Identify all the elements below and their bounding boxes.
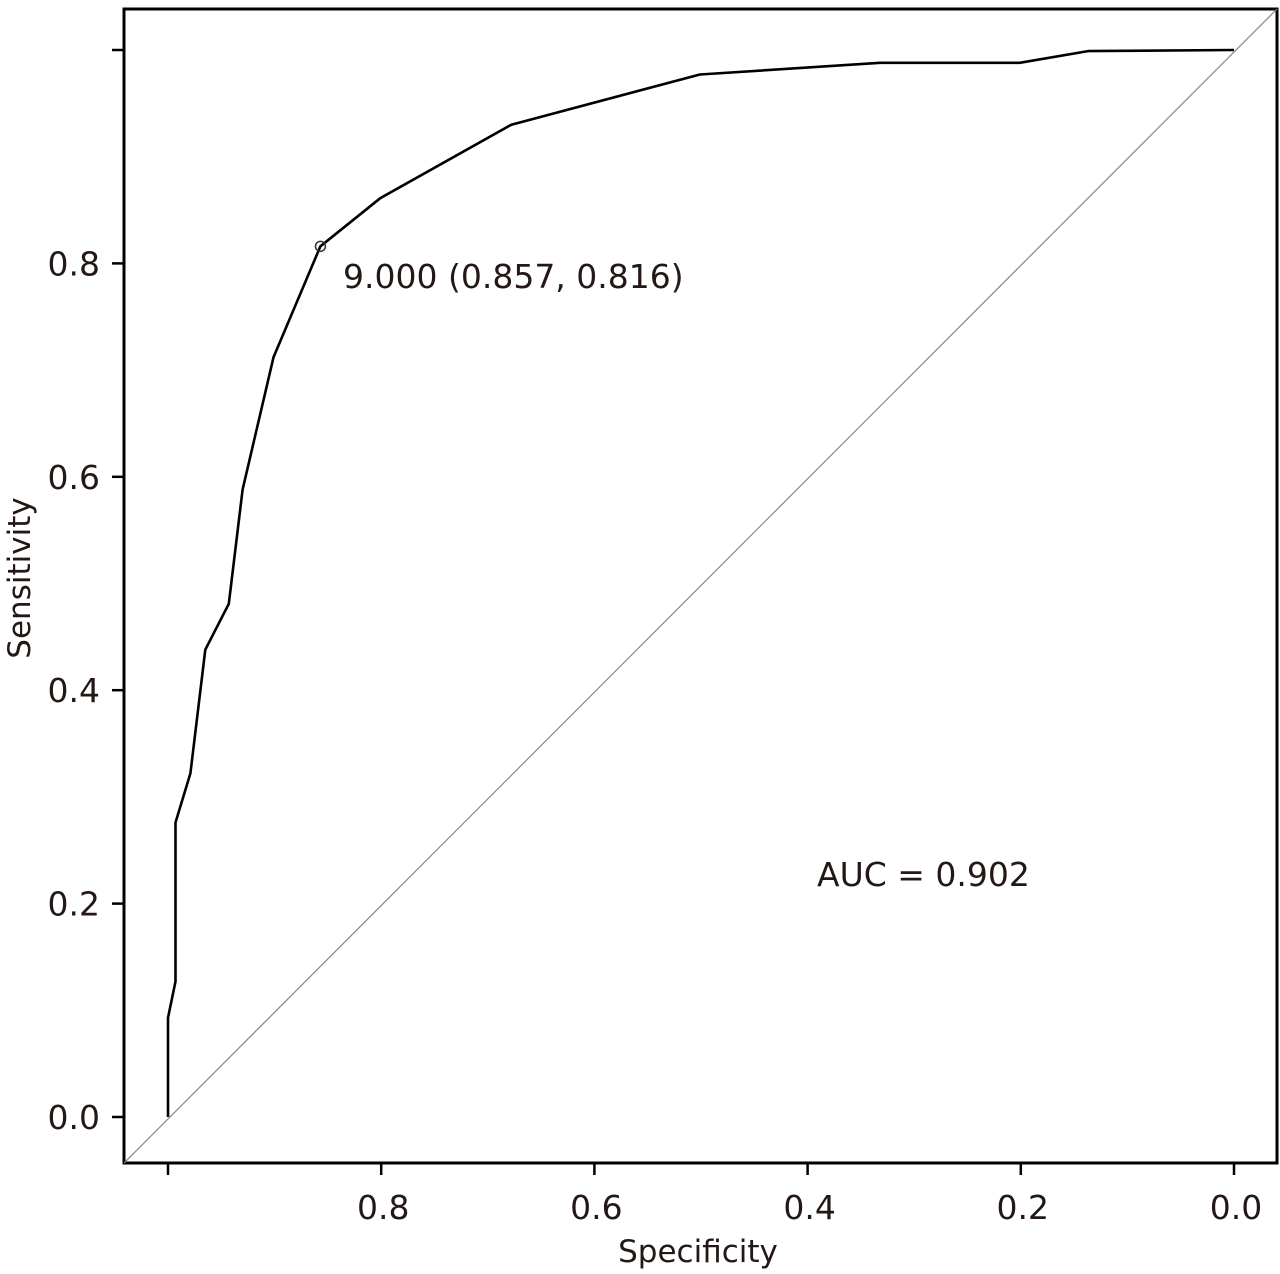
best-threshold-marker: [314, 240, 327, 253]
threshold-annotation: 9.000 (0.857, 0.816): [343, 257, 684, 296]
y-tick-label: 0.2: [48, 885, 100, 924]
y-tick-label: 0.8: [48, 244, 100, 283]
x-tick-label: 0.4: [783, 1188, 835, 1227]
y-axis: 0.0 0.2 0.4 0.6 0.8: [48, 48, 124, 1137]
y-tick-label: 0.0: [48, 1098, 100, 1137]
x-tick-label: 0.0: [1210, 1188, 1262, 1227]
y-tick-label: 0.6: [48, 458, 100, 497]
y-tick-label: 0.4: [48, 671, 100, 710]
x-axis: 0.8 0.6 0.4 0.2 0.0: [166, 1163, 1262, 1227]
x-tick-label: 0.8: [357, 1188, 409, 1227]
x-axis-title: Specificity: [618, 1234, 778, 1270]
x-tick-label: 0.2: [997, 1188, 1049, 1227]
y-axis-title: Sensitivity: [2, 497, 38, 658]
x-tick-label: 0.6: [570, 1188, 622, 1227]
auc-annotation: AUC = 0.902: [817, 855, 1030, 894]
roc-curve-line: [166, 48, 1235, 1117]
plot-frame: [122, 7, 1279, 1165]
reference-diagonal-line: [123, 8, 1278, 1164]
